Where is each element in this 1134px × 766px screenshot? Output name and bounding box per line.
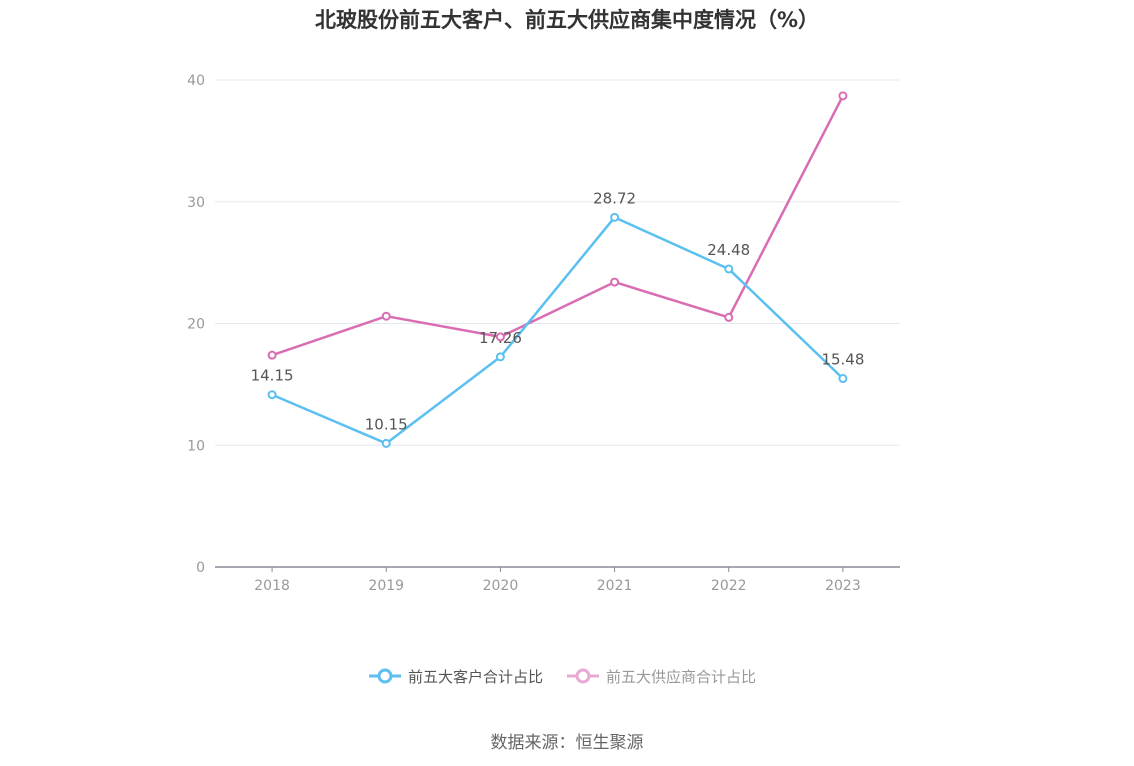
x-tick-label: 2021 xyxy=(597,578,633,594)
data-point-suppliers xyxy=(838,91,848,101)
y-axis: 0 10 20 30 40 xyxy=(187,73,205,576)
series xyxy=(267,91,848,448)
series-line-suppliers xyxy=(271,95,845,357)
data-point-suppliers xyxy=(610,277,620,287)
data-label: 17.26 xyxy=(479,329,522,347)
data-point-suppliers xyxy=(267,350,277,360)
data-label: 24.48 xyxy=(707,241,750,259)
x-tick-label: 2023 xyxy=(825,578,861,594)
y-tick-label: 0 xyxy=(196,560,205,576)
x-tick-label: 2020 xyxy=(483,578,519,594)
y-tick-label: 30 xyxy=(187,195,205,211)
legend-label-suppliers: 前五大供应商合计占比 xyxy=(606,667,757,686)
legend: 前五大客户合计占比 前五大供应商合计占比 xyxy=(0,664,1134,688)
data-point-suppliers xyxy=(495,332,505,342)
y-tick-label: 40 xyxy=(187,73,205,89)
legend-marker-suppliers xyxy=(567,668,599,684)
data-point-customers xyxy=(724,264,734,274)
data-label: 28.72 xyxy=(593,189,636,207)
legend-item-suppliers[interactable]: 前五大供应商合计占比 xyxy=(566,664,756,688)
data-label: 15.48 xyxy=(821,351,864,369)
line-chart: 0 10 20 30 40 2018 2019 2020 2021 2022 2023 14.15… xyxy=(187,73,900,594)
data-point-suppliers xyxy=(381,311,391,321)
x-axis: 2018 2019 2020 2021 2022 2023 xyxy=(215,566,900,594)
x-tick-label: 2022 xyxy=(711,578,747,594)
x-tick-label: 2018 xyxy=(254,578,290,594)
data-point-suppliers xyxy=(724,312,734,322)
data-point-customers xyxy=(495,352,505,362)
y-tick-label: 10 xyxy=(187,438,205,454)
data-labels: 14.15 10.15 17.26 28.72 24.48 15.48 xyxy=(251,189,865,433)
data-point-customers xyxy=(267,390,277,400)
series-line-customers xyxy=(271,216,844,445)
data-source: 数据来源：恒生聚源 xyxy=(490,733,644,753)
chart-title: 北玻股份前五大客户、前五大供应商集中度情况（%） xyxy=(314,8,820,32)
data-label: 10.15 xyxy=(365,415,408,433)
y-tick-label: 20 xyxy=(187,317,205,333)
grid-lines xyxy=(215,79,900,446)
data-label: 14.15 xyxy=(251,367,294,385)
legend-label-customers: 前五大客户合计占比 xyxy=(408,667,544,686)
data-point-customers xyxy=(381,438,391,448)
x-tick-label: 2019 xyxy=(368,578,404,594)
data-point-customers xyxy=(838,374,848,384)
data-point-customers xyxy=(610,212,620,222)
legend-item-customers[interactable]: 前五大客户合计占比 xyxy=(368,664,543,688)
legend-marker-customers xyxy=(369,668,401,684)
